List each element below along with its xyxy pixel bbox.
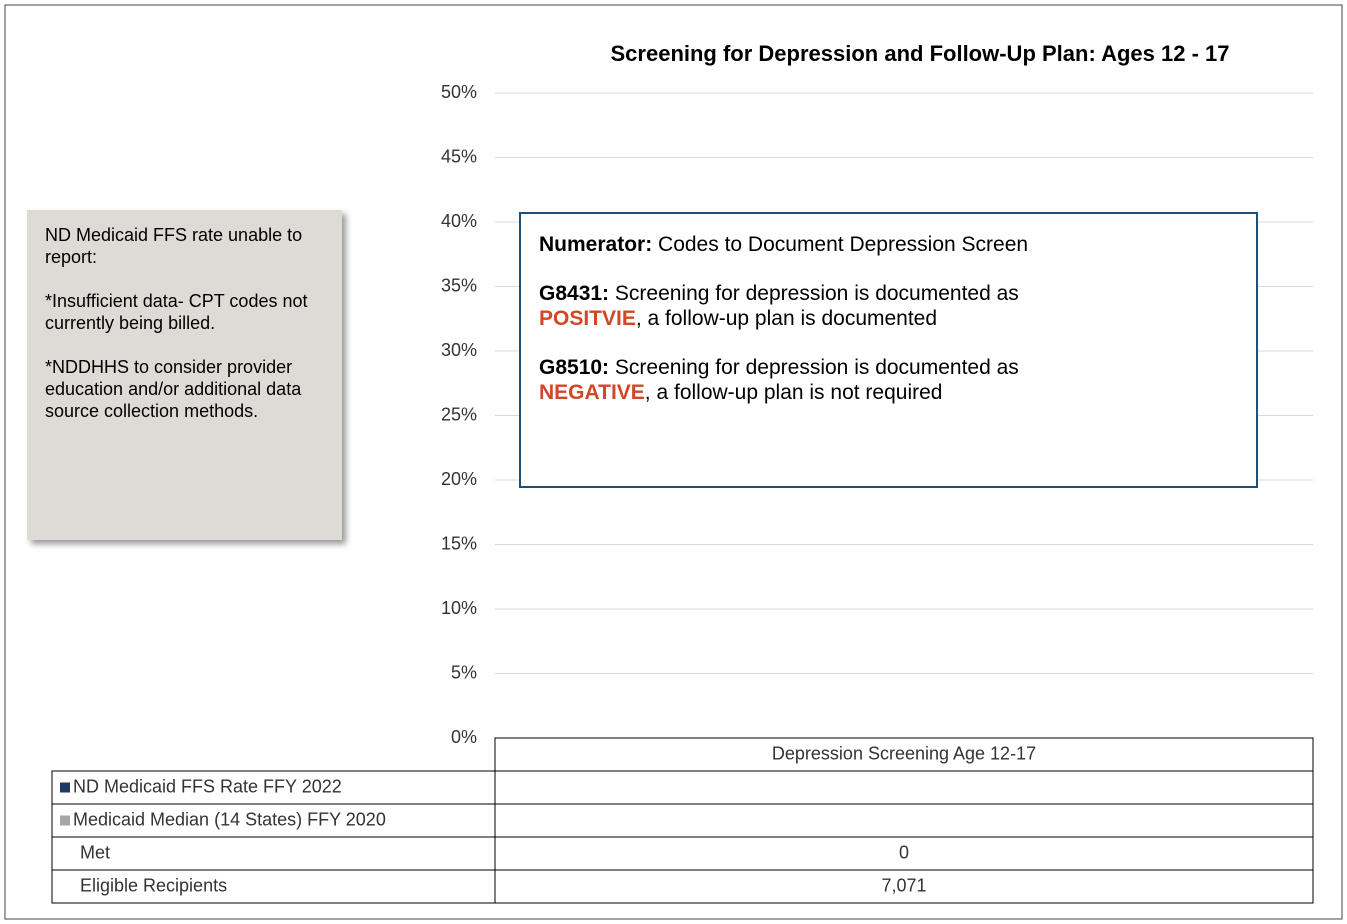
table-row-label: Met [80, 842, 110, 862]
y-tick-label: 0% [451, 727, 477, 747]
table-value: 0 [899, 842, 909, 862]
note-text: *NDDHHS to consider provider education a… [45, 357, 302, 421]
legend-label: ND Medicaid FFS Rate FFY 2022 [73, 776, 342, 796]
table-value: 7,071 [881, 875, 926, 895]
numerator-box: Numerator: Codes to Document Depression … [519, 212, 1258, 488]
code-result: POSITVIE [539, 307, 636, 330]
code: G8431: [539, 282, 610, 305]
code-text: , a follow-up plan is not required [644, 381, 943, 404]
legend-label: Medicaid Median (14 States) FFY 2020 [73, 809, 386, 829]
y-tick-label: 50% [441, 82, 477, 102]
code-item: G8510: Screening for depression is docum… [539, 355, 1238, 405]
chart-title: Screening for Depression and Follow-Up P… [611, 41, 1230, 66]
y-tick-label: 20% [441, 469, 477, 489]
y-tick-label: 10% [441, 598, 477, 618]
y-tick-label: 25% [441, 404, 477, 424]
table-cell [494, 869, 1314, 904]
note-text: ND Medicaid FFS rate unable to report: [45, 225, 303, 267]
table-row-label: Eligible Recipients [80, 875, 227, 895]
x-tick-label: Depression Screening Age 12-17 [772, 743, 1036, 763]
legend-swatch [60, 782, 70, 793]
legend-swatch [60, 815, 70, 826]
numerator-heading: Numerator: Codes to Document Depression … [539, 232, 1238, 257]
y-tick-label: 30% [441, 340, 477, 360]
y-tick-label: 15% [441, 533, 477, 553]
y-tick-label: 45% [441, 146, 477, 166]
code-text: Screening for depression is documented a… [614, 356, 1019, 379]
code: G8510: [539, 356, 610, 379]
table-label-cell [51, 836, 496, 871]
y-tick-label: 5% [451, 662, 477, 682]
y-tick-label: 40% [441, 211, 477, 231]
numerator-label: Numerator: [539, 233, 653, 256]
note-box: ND Medicaid FFS rate unable to report: *I… [27, 210, 342, 540]
code-text: , a follow-up plan is documented [635, 307, 938, 330]
numerator-text: Codes to Document Depression Screen [658, 233, 1029, 256]
code-text: Screening for depression is documented a… [614, 282, 1019, 305]
frame [4, 4, 1343, 920]
code-item: G8431: Screening for depression is docum… [539, 281, 1238, 331]
code-result: NEGATIVE [539, 381, 645, 404]
table-cell [494, 770, 1314, 805]
table-cell [494, 803, 1314, 838]
note-text: *Insufficient data- CPT codes not curren… [45, 291, 308, 333]
y-tick-label: 35% [441, 275, 477, 295]
